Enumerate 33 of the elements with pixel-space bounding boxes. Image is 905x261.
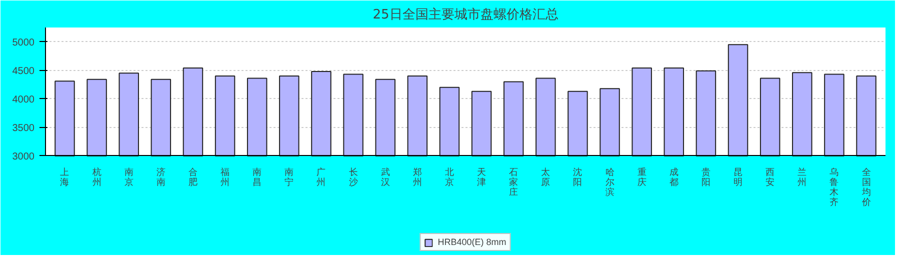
y-tick-label: 4500 [12, 66, 35, 77]
x-tick-label: 石家庄 [509, 166, 518, 197]
x-tick-label: 福州 [220, 166, 230, 187]
x-tick-label: 南京 [124, 166, 134, 187]
x-tick-label: 南宁 [284, 166, 294, 187]
x-tick-label: 兰州 [798, 166, 807, 187]
x-tick-label: 杭州 [91, 166, 102, 187]
x-tick-label: 昆明 [734, 166, 743, 187]
x-tick-label: 贵阳 [701, 166, 710, 187]
x-tick-label: 长沙 [348, 166, 358, 187]
x-tick-label: 哈尔滨 [605, 166, 614, 197]
x-tick-label: 全国均价 [860, 166, 871, 207]
x-tick-label: 沈阳 [573, 166, 582, 187]
legend-label: HRB400(E) 8mm [438, 237, 506, 247]
x-tick-label: 成都 [669, 166, 678, 187]
x-tick-label: 广州 [316, 166, 326, 187]
x-tick-label: 乌鲁木齐 [830, 166, 839, 207]
y-tick-label: 3000 [12, 151, 35, 162]
x-tick-label: 西安 [766, 166, 775, 187]
chart-title: 25日全国主要城市盘螺价格汇总 [372, 6, 558, 22]
x-tick-label: 天津 [477, 166, 486, 187]
x-tick-label: 太原 [541, 166, 550, 187]
x-tick-label: 上海 [60, 166, 70, 187]
y-tick-label: 3500 [12, 122, 35, 134]
x-tick-label: 南昌 [252, 166, 262, 187]
y-tick-label: 5000 [12, 37, 35, 48]
x-tick-label: 北京 [444, 166, 454, 187]
x-tick-label: 重庆 [637, 166, 646, 187]
x-tick-label: 武汉 [380, 166, 390, 187]
y-tick-label: 4000 [12, 94, 35, 106]
x-tick-label: 合肥 [188, 166, 198, 187]
x-tick-label: 郑州 [412, 166, 422, 187]
x-tick-label: 济南 [156, 166, 166, 187]
